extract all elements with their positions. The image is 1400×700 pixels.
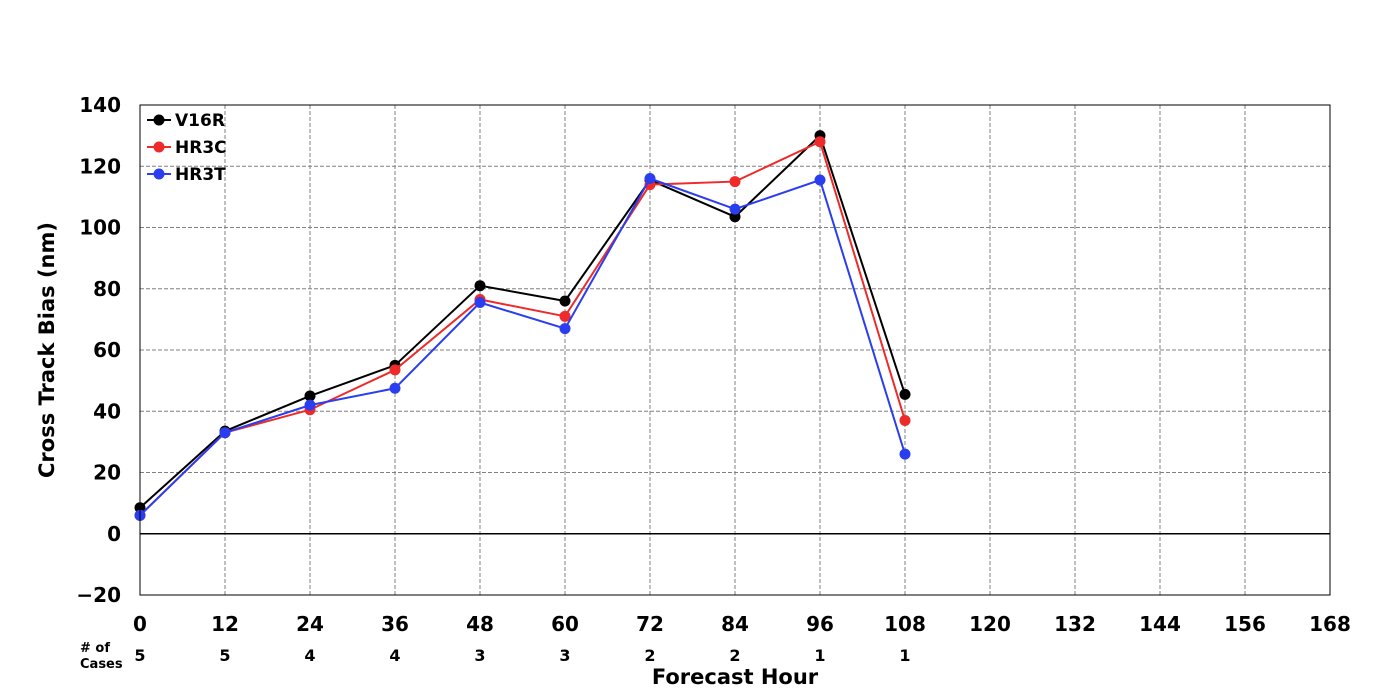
x-tick-label: 156	[1224, 612, 1266, 636]
x-tick-label: 168	[1309, 612, 1351, 636]
y-tick-label: 40	[93, 399, 121, 423]
series-line	[139, 140, 906, 517]
x-tick-label: 108	[884, 612, 926, 636]
data-point	[474, 280, 486, 292]
data-point	[899, 448, 911, 460]
grid-lines	[140, 105, 1330, 595]
x-tick-label: 48	[466, 612, 494, 636]
case-count: 4	[389, 646, 400, 665]
legend-item-v16r: V16R	[147, 111, 225, 131]
data-point	[559, 310, 571, 322]
x-axis-title: Forecast Hour	[652, 665, 819, 689]
data-point	[559, 295, 571, 307]
x-tick-label: 144	[1139, 612, 1181, 636]
data-point	[304, 390, 316, 402]
data-point	[899, 414, 911, 426]
data-point	[389, 364, 401, 376]
cases-label-line2: Cases	[80, 657, 123, 672]
legend: V16R HR3C HR3T	[147, 111, 227, 185]
y-tick-label: 140	[79, 93, 121, 117]
case-count: 4	[304, 646, 315, 665]
x-tick-label: 84	[721, 612, 749, 636]
y-tick-labels: −20 0 20 40 60 80 100 120 140	[76, 93, 121, 607]
data-point	[644, 173, 656, 184]
data-point	[814, 136, 826, 148]
legend-label: HR3T	[175, 165, 226, 185]
y-tick-label: 20	[93, 461, 121, 485]
case-count: 2	[644, 646, 655, 665]
data-point	[729, 203, 741, 215]
data-point	[304, 399, 316, 411]
series-hr3t	[134, 173, 911, 521]
x-tick-label: 24	[296, 612, 324, 636]
series-line	[139, 133, 906, 509]
legend-marker	[153, 114, 165, 126]
series-lines	[134, 130, 911, 521]
legend-item-hr3t: HR3T	[147, 165, 226, 185]
y-tick-label: 60	[93, 338, 121, 362]
legend-label: HR3C	[175, 138, 227, 158]
legend-marker	[153, 141, 165, 153]
x-tick-labels: 0 12 24 36 48 60 72 84 96 108 120 132 144 156 168	[133, 612, 1351, 636]
x-tick-label: 60	[551, 612, 579, 636]
data-point	[389, 382, 401, 394]
x-tick-label: 120	[969, 612, 1011, 636]
data-point	[899, 388, 911, 400]
case-count: 1	[899, 646, 910, 665]
x-tick-label: 36	[381, 612, 409, 636]
x-tick-label: 132	[1054, 612, 1096, 636]
data-point	[814, 174, 826, 186]
cases-row: # of Cases 5 5 4 4 3 3 2 2 1 1	[80, 641, 911, 672]
series-hr3c	[134, 136, 911, 521]
y-tick-label: 100	[79, 216, 121, 240]
data-point	[559, 323, 571, 335]
case-count: 5	[134, 646, 145, 665]
data-point	[219, 427, 231, 439]
case-count: 2	[729, 646, 740, 665]
x-tick-label: 0	[133, 612, 147, 636]
plot-frame	[139, 104, 1331, 596]
y-tick-label: 120	[79, 154, 121, 178]
data-point	[729, 211, 741, 223]
case-count: 3	[559, 646, 570, 665]
series-v16r	[134, 130, 911, 514]
legend-item-hr3c: HR3C	[147, 138, 227, 158]
legend-marker	[153, 168, 165, 180]
x-tick-label: 72	[636, 612, 664, 636]
y-tick-label: 0	[107, 522, 121, 546]
data-point	[729, 176, 741, 188]
case-count: 1	[814, 646, 825, 665]
y-axis-title: Cross Track Bias (nm)	[35, 222, 59, 478]
x-tick-label: 12	[211, 612, 239, 636]
case-count: 3	[474, 646, 485, 665]
series-line	[139, 177, 906, 517]
x-tick-label: 96	[806, 612, 834, 636]
y-tick-label: −20	[76, 583, 121, 607]
y-tick-label: 80	[93, 277, 121, 301]
case-count: 5	[219, 646, 230, 665]
cases-label-line1: # of	[80, 641, 110, 656]
legend-label: V16R	[175, 111, 225, 131]
data-point	[474, 297, 486, 309]
